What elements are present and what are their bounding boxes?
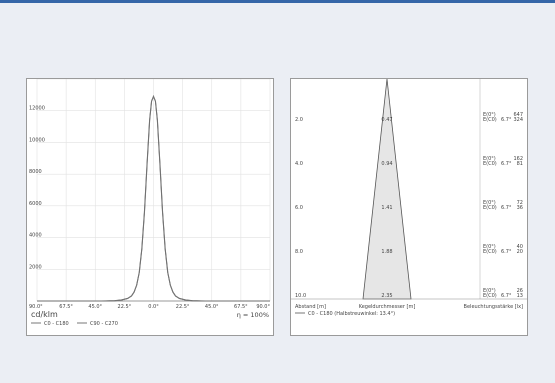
e0-value: 40 — [517, 244, 523, 250]
intensity-curve-c90-c270 — [37, 95, 270, 302]
ec-label: E(C0) — [483, 205, 497, 211]
ec-label: E(C0) — [483, 161, 497, 167]
e0-value: 647 — [513, 112, 523, 118]
x-tick-label: 45.0° — [205, 304, 219, 310]
cone-legend-label: C0 - C180 (Halbstreuwinkel: 13.4°) — [308, 311, 395, 317]
e0-label: E(0°) — [483, 200, 496, 206]
diameter-value: 1.88 — [381, 249, 392, 255]
x-tick-label: 67.5° — [59, 304, 73, 310]
ec-value: 81 — [517, 161, 523, 167]
x-tick-label: 22.5° — [118, 304, 132, 310]
y-tick-label: 12000 — [29, 106, 45, 112]
diameter-value: 0.94 — [381, 161, 392, 167]
half-angle-label: 6.7° — [501, 249, 512, 255]
ec-value: 13 — [517, 293, 523, 299]
x-tick-label: 0.0° — [148, 304, 159, 310]
y-tick-label: 8000 — [29, 169, 42, 175]
x-tick-label: 45.0° — [88, 304, 102, 310]
y-unit-label: cd/klm — [31, 310, 58, 319]
diameter-value: 0.47 — [381, 117, 392, 123]
light-cone — [362, 78, 412, 300]
distance-column-header: Abstand [m] — [295, 304, 326, 310]
diameter-column-header: Kegeldurchmesser [m] — [359, 304, 416, 310]
illuminance-column-header: Beleuchtungsstärke [lx] — [464, 304, 524, 310]
half-angle-label: 6.7° — [501, 293, 512, 299]
intensity-chart-panel: 14000 12000 10000 8000 6000 4000 2000 90.0° 67.… — [26, 74, 274, 336]
distance-value: 8.0 — [295, 249, 303, 255]
distance-value: 6.0 — [295, 205, 303, 211]
e0-value: 162 — [513, 156, 523, 162]
e0-label: E(0°) — [483, 244, 496, 250]
legend-c90-label: C90 - C270 — [90, 321, 118, 327]
e0-value: 72 — [517, 200, 523, 206]
y-tick-label: 14000 — [29, 79, 45, 80]
e0-label: E(0°) — [483, 156, 496, 162]
y-tick-label: 2000 — [29, 264, 42, 270]
x-tick-label: 67.5° — [234, 304, 248, 310]
ec-label: E(C0) — [483, 249, 497, 255]
distance-value: 2.0 — [295, 117, 303, 123]
ec-value: 36 — [517, 205, 523, 211]
e0-label: E(0°) — [483, 112, 496, 118]
e0-value: 26 — [517, 288, 523, 294]
cone-diagram-panel: 2.0 0.47 E(0°) E(C0) 6.7° 647 324 4.0 0.94 E(0°) E… — [290, 78, 528, 336]
x-tick-label: 90.0° — [256, 304, 270, 310]
half-angle-label: 6.7° — [501, 117, 512, 123]
top-accent-bar — [0, 0, 555, 3]
ec-value: 324 — [513, 117, 523, 123]
x-tick-label: 90.0° — [29, 304, 43, 310]
legend-c0-label: C0 - C180 — [44, 321, 69, 327]
x-tick-label: 22.5° — [176, 304, 190, 310]
half-angle-label: 6.7° — [501, 205, 512, 211]
y-tick-label: 6000 — [29, 201, 42, 207]
distance-value: 4.0 — [295, 161, 303, 167]
ec-label: E(C0) — [483, 293, 497, 299]
ec-label: E(C0) — [483, 117, 497, 123]
y-tick-label: 10000 — [29, 137, 45, 143]
e0-label: E(0°) — [483, 288, 496, 294]
efficiency-label: η = 100% — [237, 311, 269, 319]
distance-value: 10.0 — [295, 293, 306, 299]
y-tick-label: 4000 — [29, 233, 42, 239]
diameter-value: 1.41 — [381, 205, 392, 211]
half-angle-label: 6.7° — [501, 161, 512, 167]
diameter-value: 2.35 — [381, 293, 392, 299]
ec-value: 20 — [517, 249, 523, 255]
intensity-chart: 14000 12000 10000 8000 6000 4000 2000 90.0° 67.… — [29, 74, 270, 327]
